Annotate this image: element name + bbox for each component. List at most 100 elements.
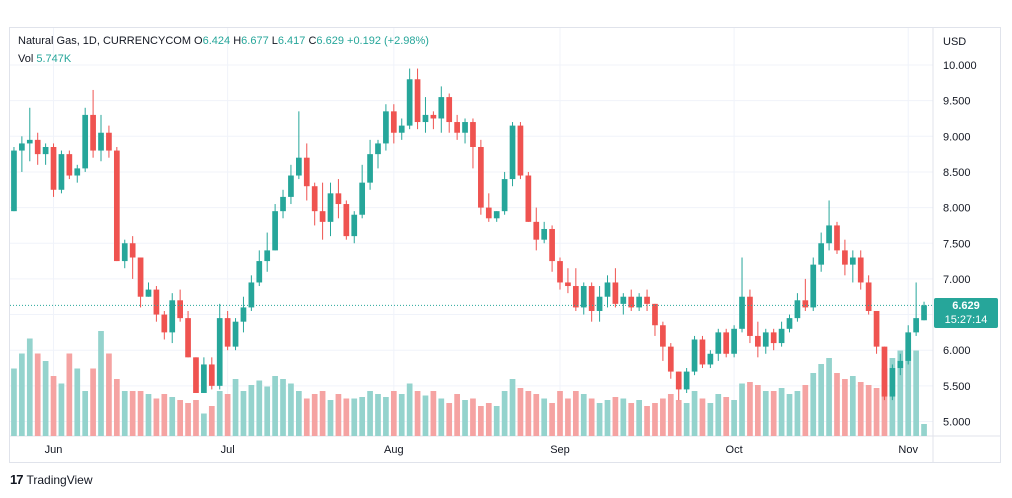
volume-bar	[90, 368, 96, 436]
candle-body	[34, 139, 41, 155]
candle-body	[596, 296, 603, 311]
volume-bar	[327, 400, 334, 436]
x-tick-label: Sep	[550, 444, 570, 456]
tradingview-footer[interactable]: 17 TradingView	[10, 472, 93, 487]
volume-bar	[580, 394, 587, 436]
candle-body	[19, 143, 25, 151]
candle-body	[129, 243, 136, 258]
candle-body	[288, 175, 294, 197]
volume-bar	[240, 391, 247, 436]
volume-bar	[683, 403, 690, 436]
candle-body	[525, 175, 532, 222]
volume-bar	[272, 376, 278, 436]
candle-body	[747, 296, 753, 336]
candle-body	[802, 300, 809, 308]
change-value: +0.192 (+2.98%)	[347, 35, 429, 47]
candle-body	[565, 282, 571, 287]
volume-bar	[667, 394, 674, 436]
candle-body	[454, 122, 460, 133]
volume-bar	[881, 368, 888, 436]
candle-body	[857, 257, 864, 283]
volume-bar	[177, 400, 183, 436]
volume-bar	[588, 398, 595, 436]
candle-body	[580, 286, 587, 308]
volume-bar	[755, 385, 761, 436]
volume-bar	[644, 406, 650, 436]
volume-bar	[42, 361, 49, 436]
volume-bar	[675, 400, 682, 436]
volume-bar	[311, 394, 318, 436]
candle-body	[390, 111, 397, 133]
candle-body	[82, 114, 89, 169]
candle-body	[98, 132, 104, 151]
candle-body	[137, 257, 144, 297]
candle-body	[264, 250, 271, 262]
candle-body	[296, 157, 302, 176]
candle-body	[153, 289, 160, 315]
candle-body	[145, 289, 152, 297]
volume-bar	[185, 403, 191, 436]
candle-body	[478, 146, 484, 208]
candle-body	[652, 303, 658, 326]
candle-body	[106, 132, 112, 151]
volume-legend: Vol 5.747K	[18, 53, 71, 65]
candle-body	[660, 325, 666, 347]
volume-bar	[478, 406, 484, 436]
volume-bar	[612, 397, 619, 436]
candle-body	[398, 125, 405, 133]
candle-body	[628, 296, 635, 308]
candle-body	[707, 353, 714, 365]
volume-bar	[201, 413, 207, 436]
x-tick-label: Oct	[726, 444, 743, 456]
volume-bar	[834, 373, 840, 436]
candle-body	[177, 300, 183, 319]
candle-body	[683, 371, 690, 390]
candle-body	[422, 114, 429, 123]
volume-bar	[897, 350, 904, 436]
candle-body	[818, 243, 825, 265]
volume-bar	[905, 350, 912, 436]
volume-bar	[549, 403, 555, 436]
candle-body	[644, 296, 650, 304]
candle-body	[185, 318, 191, 358]
volume-bar	[303, 398, 310, 436]
volume-bar	[390, 391, 397, 436]
last-price-value: 6.629	[952, 300, 980, 312]
candle-body	[208, 364, 215, 386]
y-tick-label: 9.500	[943, 96, 971, 108]
candle-body	[731, 328, 737, 354]
volume-bar	[517, 388, 524, 436]
symbol-label[interactable]: Natural Gas, 1D, CURRENCYCOM	[18, 35, 191, 47]
y-tick-label: 5.000	[943, 417, 971, 429]
volume-bars	[11, 331, 927, 436]
candle-body	[572, 286, 579, 308]
volume-bar	[383, 397, 389, 436]
volume-bar	[398, 394, 405, 436]
volume-bar	[169, 397, 176, 436]
candle-body	[778, 328, 785, 344]
candle-body	[921, 305, 927, 321]
low-label: L	[271, 35, 278, 47]
volume-bar	[691, 391, 698, 436]
volume-bar	[913, 350, 919, 436]
candle-body	[248, 282, 255, 308]
chart-legend: Natural Gas, 1D, CURRENCYCOM O6.424 H6.6…	[18, 35, 429, 47]
price-axis: 10.0009.5009.0008.5008.0007.5007.0006.50…	[943, 60, 977, 429]
y-tick-label: 6.000	[943, 345, 971, 357]
candle-body	[240, 307, 247, 322]
y-tick-label: 7.500	[943, 238, 971, 250]
candle-body	[913, 318, 919, 333]
volume-bar	[802, 385, 809, 436]
x-tick-label: Nov	[898, 444, 918, 456]
candle-body	[121, 243, 128, 262]
volume-bar	[454, 394, 460, 436]
candle-body	[216, 318, 223, 386]
candle-body	[280, 196, 286, 212]
candle-body	[501, 179, 508, 212]
y-tick-label: 8.000	[943, 203, 971, 215]
volume-bar	[715, 394, 722, 436]
volume-bar	[652, 403, 658, 436]
volume-bar	[794, 391, 801, 436]
volume-bar	[660, 398, 666, 436]
